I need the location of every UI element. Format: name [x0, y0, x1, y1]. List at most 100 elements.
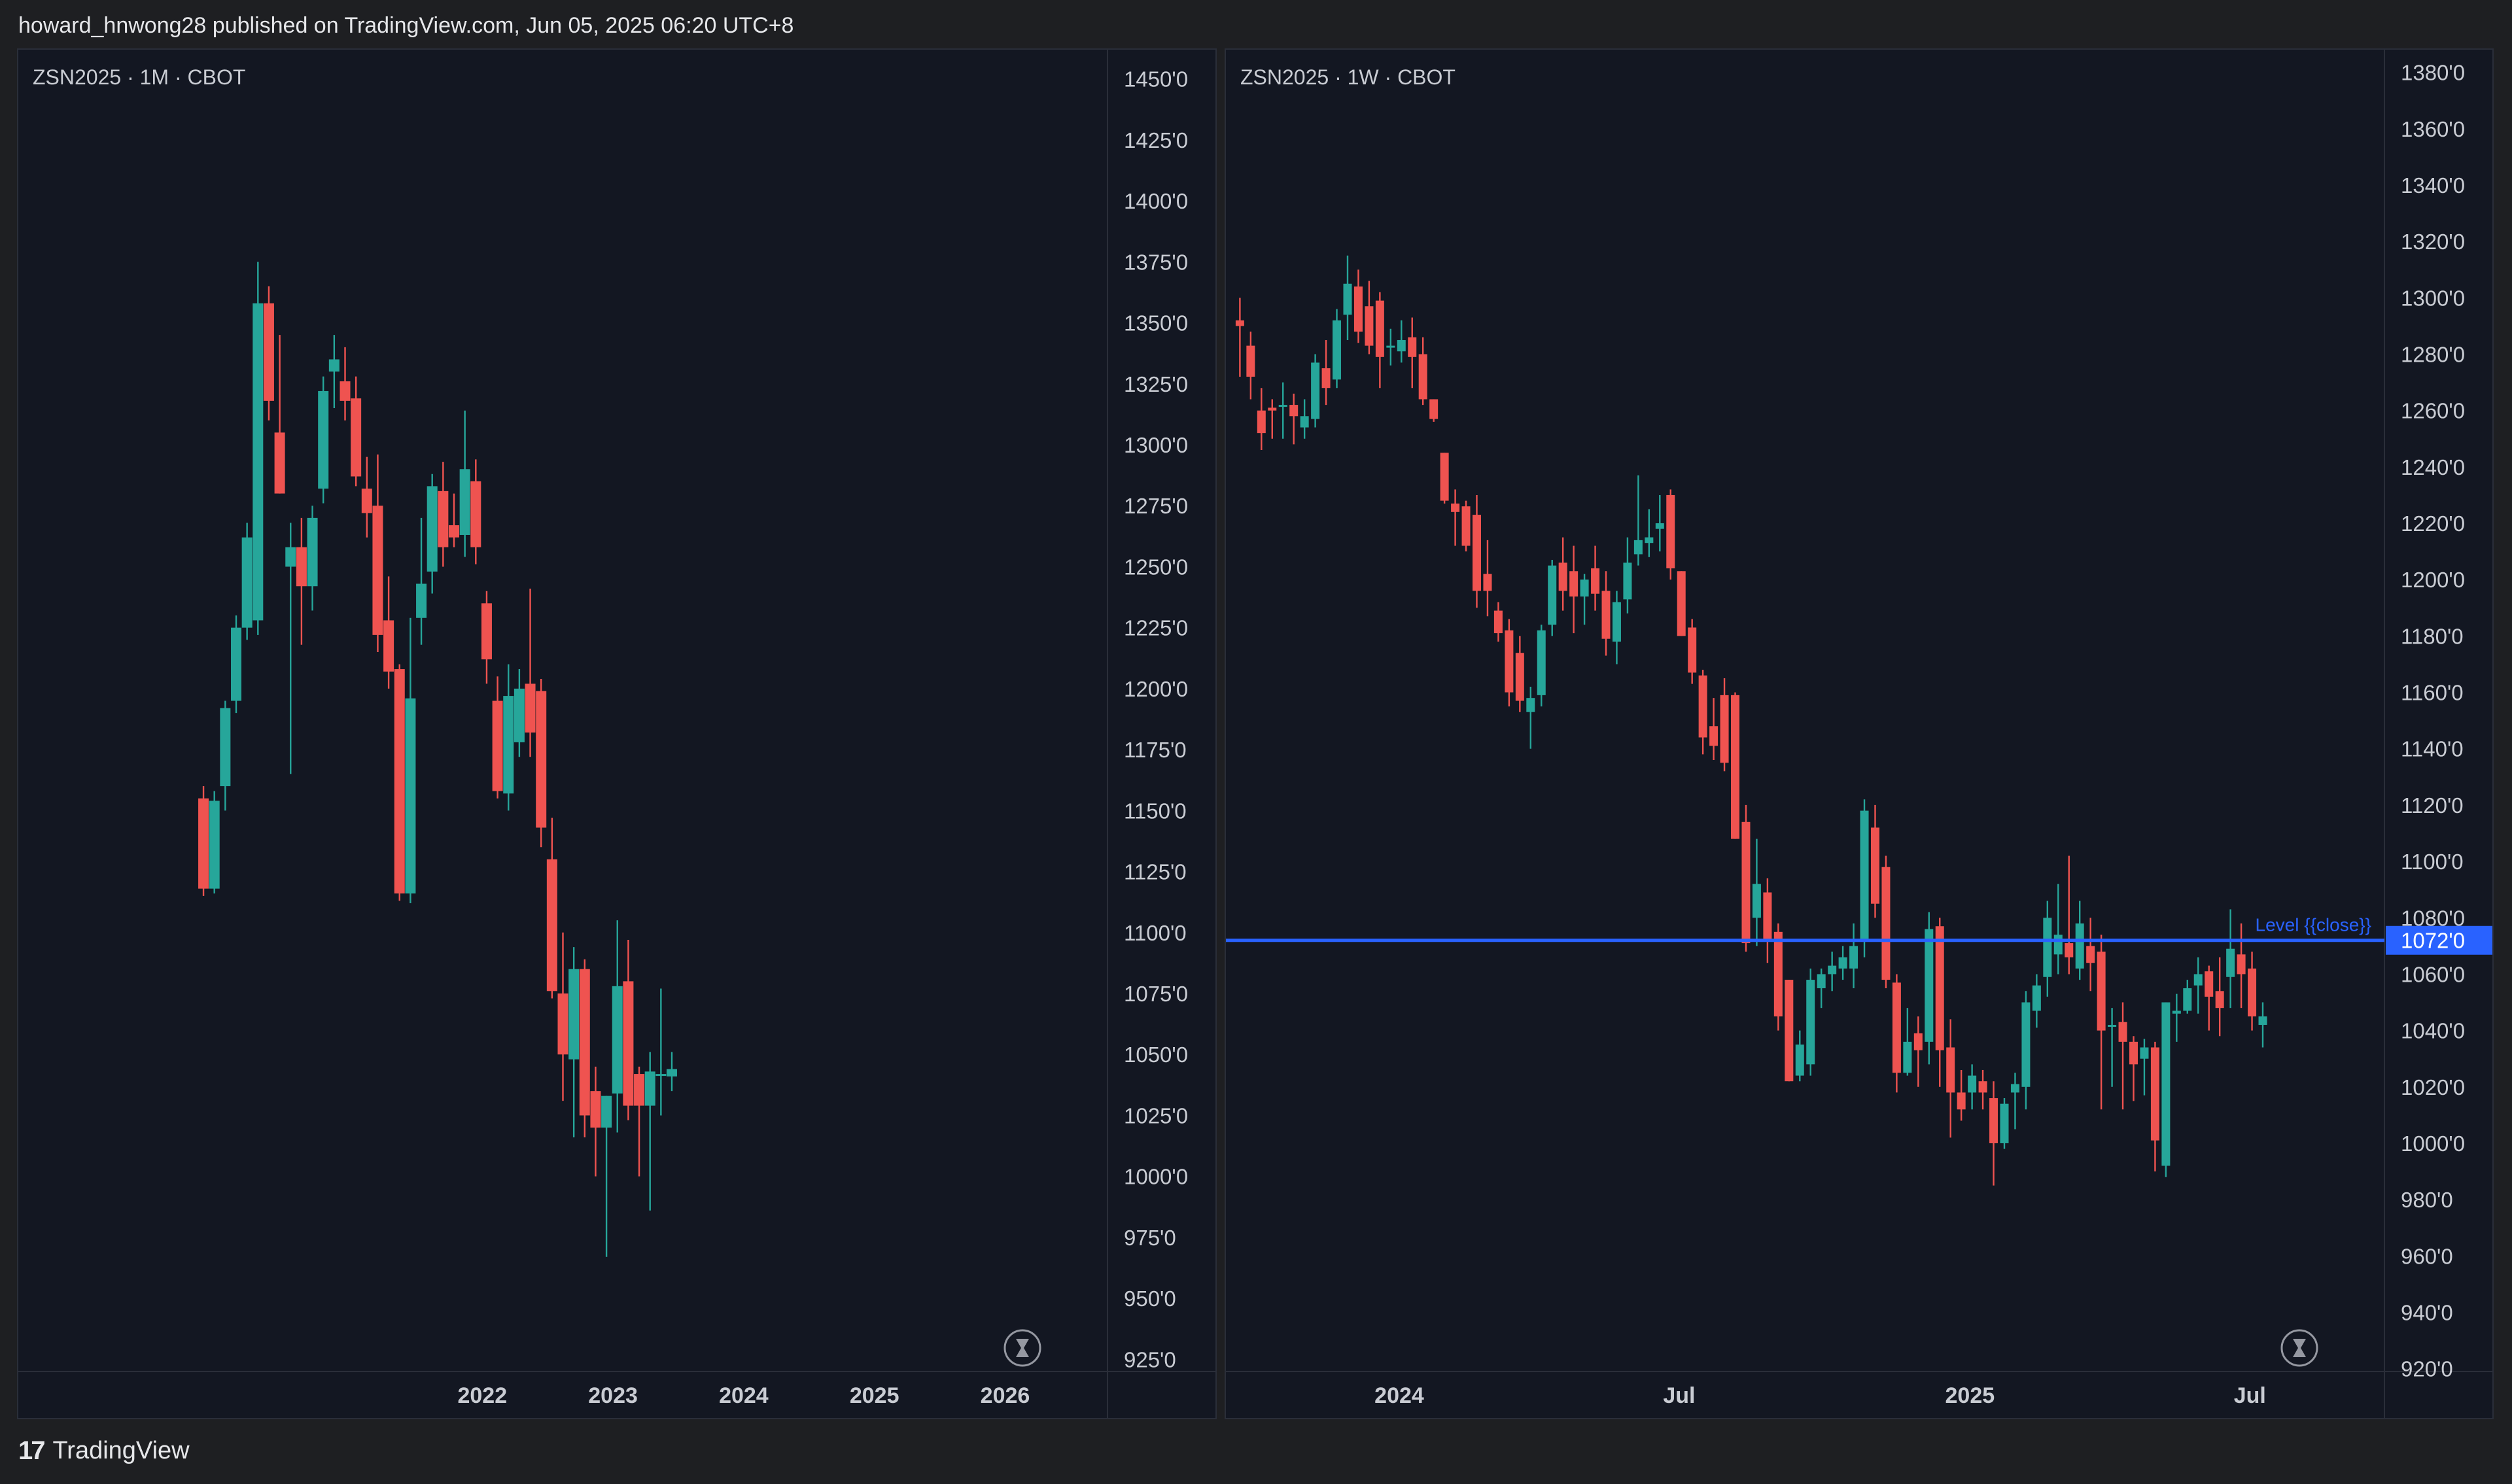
time-axis[interactable]: 2022 2023 2024 2025 2026	[457, 1383, 1030, 1408]
price-tick-label: 1280'0	[2401, 343, 2465, 367]
candle	[1849, 923, 1858, 988]
candle	[318, 376, 329, 504]
hourglass-icon-glass	[2293, 1339, 2306, 1357]
price-tick-label: 1160'0	[2401, 681, 2464, 705]
candle-body	[1870, 827, 1879, 904]
candle-body	[644, 1071, 655, 1106]
price-axis[interactable]: 1450'0 1425'0 1400'0 1375'0 1350'0 1325'0 1300…	[1124, 67, 1188, 1372]
weekly-candlestick-chart[interactable]: 1380'0 1360'0 1340'0 1320'0 1300'0 1280'0 1260…	[1226, 50, 2492, 1418]
candle	[263, 286, 274, 421]
candle	[1612, 591, 1621, 664]
hourglass-icon[interactable]	[2280, 1329, 2318, 1367]
candle-body	[351, 398, 362, 477]
candle	[1429, 399, 1439, 422]
candle	[590, 1066, 601, 1177]
candle	[1311, 354, 1320, 428]
price-tick-label: 1425'0	[1124, 128, 1188, 152]
candle-body	[1429, 399, 1439, 419]
candle	[579, 959, 590, 1138]
candle	[1645, 509, 1654, 557]
chart-title: ZSN2025 · 1W · CBOT	[1240, 65, 1456, 89]
time-tick-label: Jul	[2234, 1383, 2266, 1408]
candle	[623, 939, 634, 1120]
time-tick-label: 2022	[457, 1383, 507, 1408]
candle-body	[1688, 627, 1697, 673]
tradingview-logo[interactable]: 17 TradingView	[18, 1436, 190, 1466]
time-tick-label: 2024	[719, 1383, 769, 1408]
chart-pane-weekly[interactable]: 1380'0 1360'0 1340'0 1320'0 1300'0 1280'0 1260…	[1225, 48, 2494, 1419]
candle	[536, 678, 547, 848]
candle-body	[667, 1069, 677, 1077]
candle	[1709, 698, 1718, 760]
candle-body	[1806, 980, 1815, 1065]
candle	[1418, 337, 1427, 406]
candle	[557, 932, 568, 1101]
candle-body	[2075, 923, 2084, 969]
candle-body	[1505, 630, 1514, 693]
candle-body	[1946, 1047, 1955, 1093]
candle	[1698, 670, 1707, 755]
candle	[220, 700, 231, 811]
time-axis[interactable]: 2024 Jul 2025 Jul	[1374, 1383, 2266, 1408]
hourglass-icon[interactable]	[1003, 1329, 1041, 1367]
price-tick-label: 1400'0	[1124, 189, 1188, 213]
price-tick-label: 1325'0	[1124, 372, 1188, 396]
candle-body	[2226, 948, 2235, 977]
candles	[1235, 255, 2267, 1186]
candle	[1860, 799, 1869, 958]
candle	[1655, 494, 1664, 552]
candle-body	[2010, 1084, 2019, 1093]
candle-body	[2248, 968, 2257, 1017]
candle	[231, 615, 241, 714]
candle	[1752, 838, 1761, 946]
candle	[2043, 901, 2052, 997]
candle-body	[1881, 867, 1891, 980]
candle	[2108, 1008, 2117, 1087]
price-tick-label: 1125'0	[1124, 860, 1187, 884]
candle-body	[634, 1074, 645, 1106]
price-tick-label: 1140'0	[2401, 737, 2464, 761]
candle-body	[1440, 453, 1449, 501]
price-tick-label: 960'0	[2401, 1244, 2453, 1268]
candle-body	[2086, 946, 2095, 963]
candle-body	[1591, 568, 1600, 594]
chart-pane-monthly[interactable]: 1450'0 1425'0 1400'0 1375'0 1350'0 1325'0 1300…	[17, 48, 1217, 1419]
price-tick-label: 1075'0	[1124, 982, 1188, 1006]
candle-body	[307, 517, 318, 587]
candle-body	[1892, 982, 1901, 1073]
candle	[2226, 909, 2235, 1009]
candle-body	[1838, 957, 1847, 969]
candle-body	[1343, 283, 1352, 315]
candle-body	[470, 481, 481, 547]
candle	[1688, 619, 1697, 684]
candle	[361, 457, 372, 538]
candle-body	[328, 359, 340, 372]
candle-body	[1493, 610, 1503, 634]
price-tick-label: 940'0	[2401, 1301, 2453, 1325]
price-tick-label: 1220'0	[2401, 511, 2465, 536]
price-tick-label: 1225'0	[1124, 616, 1188, 640]
footer-bar: 17 TradingView	[0, 1419, 2512, 1484]
candle-body	[231, 627, 241, 701]
candle	[1321, 339, 1331, 406]
candle	[1493, 602, 1503, 642]
candle-body	[536, 691, 547, 828]
candle	[1537, 625, 1546, 707]
price-tick-label: 1375'0	[1124, 250, 1188, 274]
candle-body	[394, 669, 405, 894]
candle	[351, 376, 362, 487]
candle-body	[2150, 1047, 2159, 1141]
price-axis[interactable]: 1380'0 1360'0 1340'0 1320'0 1300'0 1280'0 1260…	[2401, 61, 2465, 1381]
price-tick-label: 1300'0	[1124, 433, 1188, 457]
candle-body	[1677, 571, 1686, 636]
candle	[2118, 1002, 2127, 1110]
candle	[1741, 804, 1751, 952]
candle-body	[1828, 965, 1837, 975]
candle	[2237, 923, 2246, 1009]
monthly-candlestick-chart[interactable]: 1450'0 1425'0 1400'0 1375'0 1350'0 1325'0 1300…	[18, 50, 1215, 1418]
candle	[394, 664, 405, 901]
candle-body	[557, 993, 568, 1055]
candle	[427, 474, 438, 594]
candle-body	[1408, 337, 1417, 357]
candle-body	[438, 491, 449, 547]
